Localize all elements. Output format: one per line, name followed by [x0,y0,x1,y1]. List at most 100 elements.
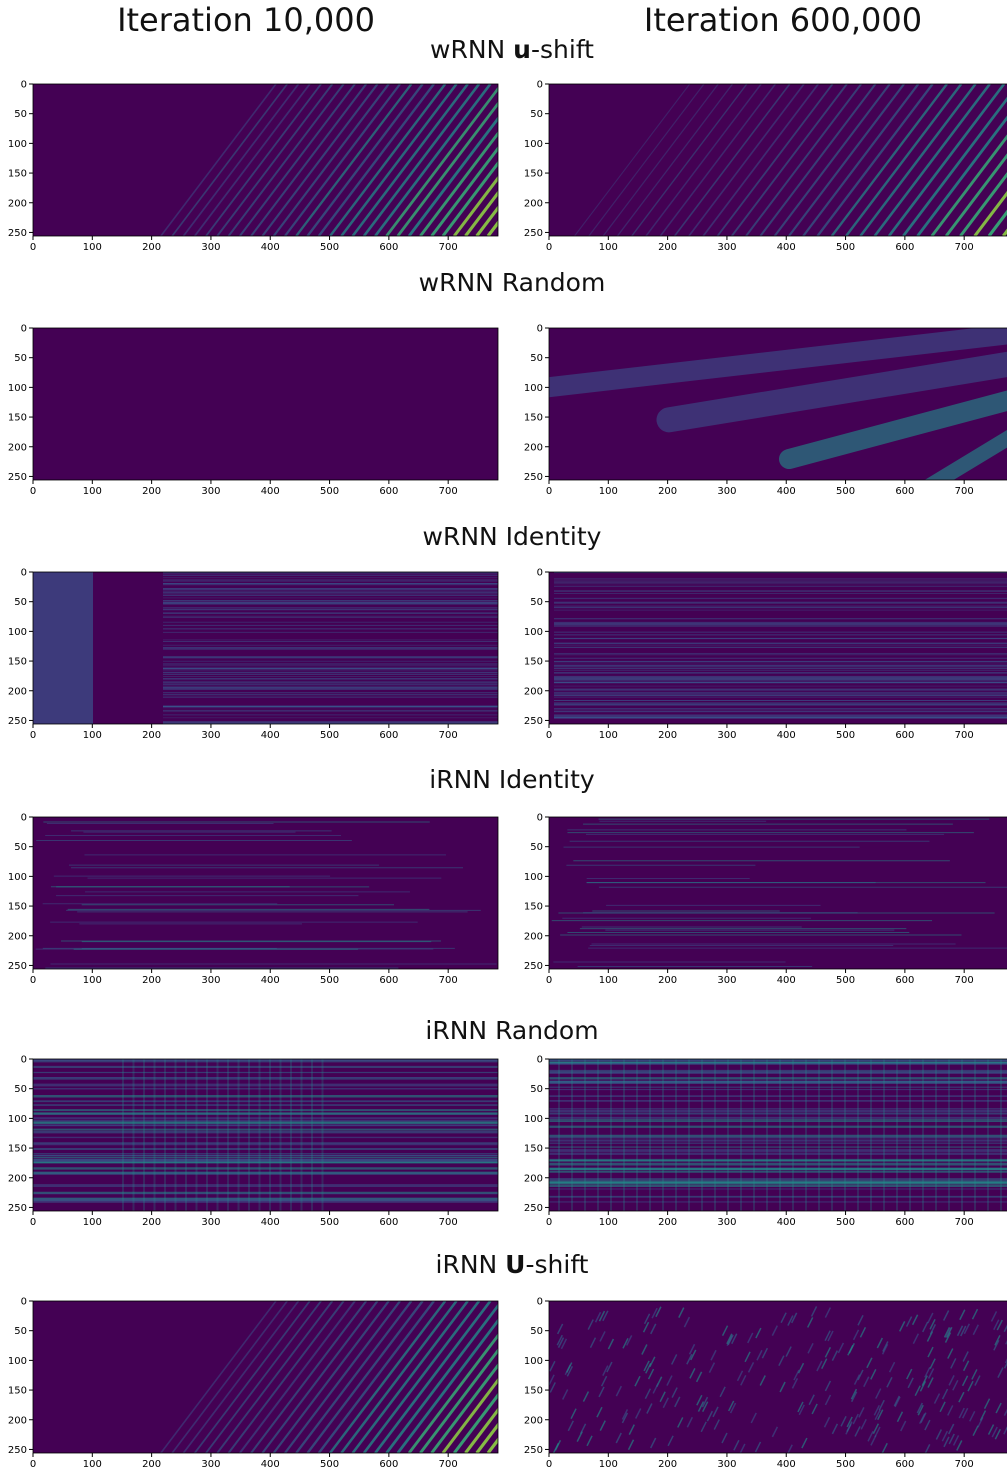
heatmap-texture [667,1435,674,1447]
heatmap-texture [671,1387,678,1398]
heatmap-texture [396,101,498,236]
heatmap-background [549,1301,1007,1453]
heatmap-texture [917,1404,924,1416]
x-tick-label: 300 [717,1459,736,1469]
heatmap-texture [831,1350,839,1361]
heatmap-texture [160,1301,277,1453]
x-tick-label: 400 [261,1217,280,1228]
x-tick-label: 400 [261,975,280,986]
x-tick-label: 100 [83,1459,102,1469]
heatmap-texture [870,1435,877,1446]
x-tick-label: 700 [955,1459,974,1469]
heatmap-texture [579,1423,587,1435]
heatmap-texture [850,1391,858,1403]
heatmap-texture [870,1369,877,1380]
heatmap-texture [227,1301,345,1453]
heatmap-texture [755,1327,762,1339]
heatmap-texture [906,1368,913,1380]
x-tick-label: 600 [895,242,914,253]
y-tick-label: 0 [21,1297,27,1308]
title-part: wRNN [430,35,513,64]
heatmap-texture [567,1420,574,1432]
heatmap [549,328,1007,480]
y-tick-label: 250 [8,1203,27,1214]
title-part: wRNN Identity [423,522,602,551]
y-tick-label: 0 [21,1055,27,1066]
heatmap-texture [860,1418,867,1430]
heatmap-texture [878,1399,885,1411]
heatmap-texture [374,84,492,236]
x-tick-label: 100 [599,730,618,741]
heatmap-texture [914,1385,921,1397]
heatmap-texture [821,1358,828,1369]
heatmap-texture [674,1396,681,1408]
title-part: -shift [531,35,594,64]
heatmap-texture [351,1301,469,1453]
heatmap-texture [929,1324,937,1335]
x-tick-label: 600 [895,1217,914,1228]
heatmap-texture [295,1301,413,1453]
heatmap-texture [702,1401,709,1412]
heatmap-texture [824,1307,832,1318]
row-title: wRNN u-shift [430,35,594,64]
row-title: wRNN Random [419,268,606,297]
heatmap-background [33,328,498,480]
heatmap-texture [900,1420,907,1432]
heatmap-texture [873,84,991,236]
heatmap-texture [881,1442,888,1453]
heatmap-texture [962,1360,970,1372]
y-tick-label: 0 [537,80,543,91]
heatmap-texture [683,1316,691,1328]
heatmap-texture [317,84,435,236]
heatmap-texture [598,1386,605,1398]
y-tick-label: 100 [524,627,543,638]
heatmap-texture [816,84,934,236]
heatmap-texture [589,1337,597,1349]
heatmap-texture [670,1354,678,1365]
heatmap-texture [922,1321,929,1333]
heatmap-texture [848,1342,855,1354]
heatmap-texture [464,190,498,236]
heatmap-texture [971,1308,979,1320]
heatmap-texture [798,1404,805,1416]
y-tick-label: 150 [8,413,27,424]
heatmap-texture [574,84,691,236]
heatmap-texture [719,1386,726,1398]
x-tick-label: 600 [379,242,398,253]
heatmap-texture [745,84,862,236]
heatmap-texture [859,1326,867,1338]
x-tick-label: 0 [546,486,552,497]
heatmap-texture [549,1360,556,1372]
heatmap-texture [726,1333,733,1345]
plot-frame [548,83,1007,237]
heatmap-texture [552,1442,560,1453]
x-tick-label: 0 [546,730,552,741]
title-part: u [513,35,531,64]
heatmap-texture [778,1355,785,1367]
y-tick-label: 100 [8,139,27,150]
heatmap-texture [921,1375,928,1386]
y-tick-label: 200 [8,1173,27,1184]
plot-frame [32,83,499,237]
heatmap-texture [430,1362,498,1453]
heatmap-texture [888,1361,896,1373]
heatmap-texture [171,1301,288,1453]
y-tick-label: 0 [537,324,543,335]
heatmap-texture [933,1393,941,1404]
heatmap-texture [606,1361,613,1373]
x-tick-label: 700 [955,486,974,497]
title-part: wRNN Random [419,268,606,297]
y-tick-label: 100 [8,1356,27,1367]
heatmap-texture [33,572,93,724]
heatmap [33,1059,498,1211]
heatmap-texture [635,1408,642,1419]
title-part: iRNN [436,1250,506,1279]
heatmap-texture [646,1403,653,1414]
heatmap-texture [216,84,334,236]
x-tick-label: 200 [658,242,677,253]
heatmap-texture [952,1435,960,1446]
heatmap-texture [643,1313,651,1325]
heatmap-texture [615,1385,623,1397]
heatmap-background [549,817,1007,969]
